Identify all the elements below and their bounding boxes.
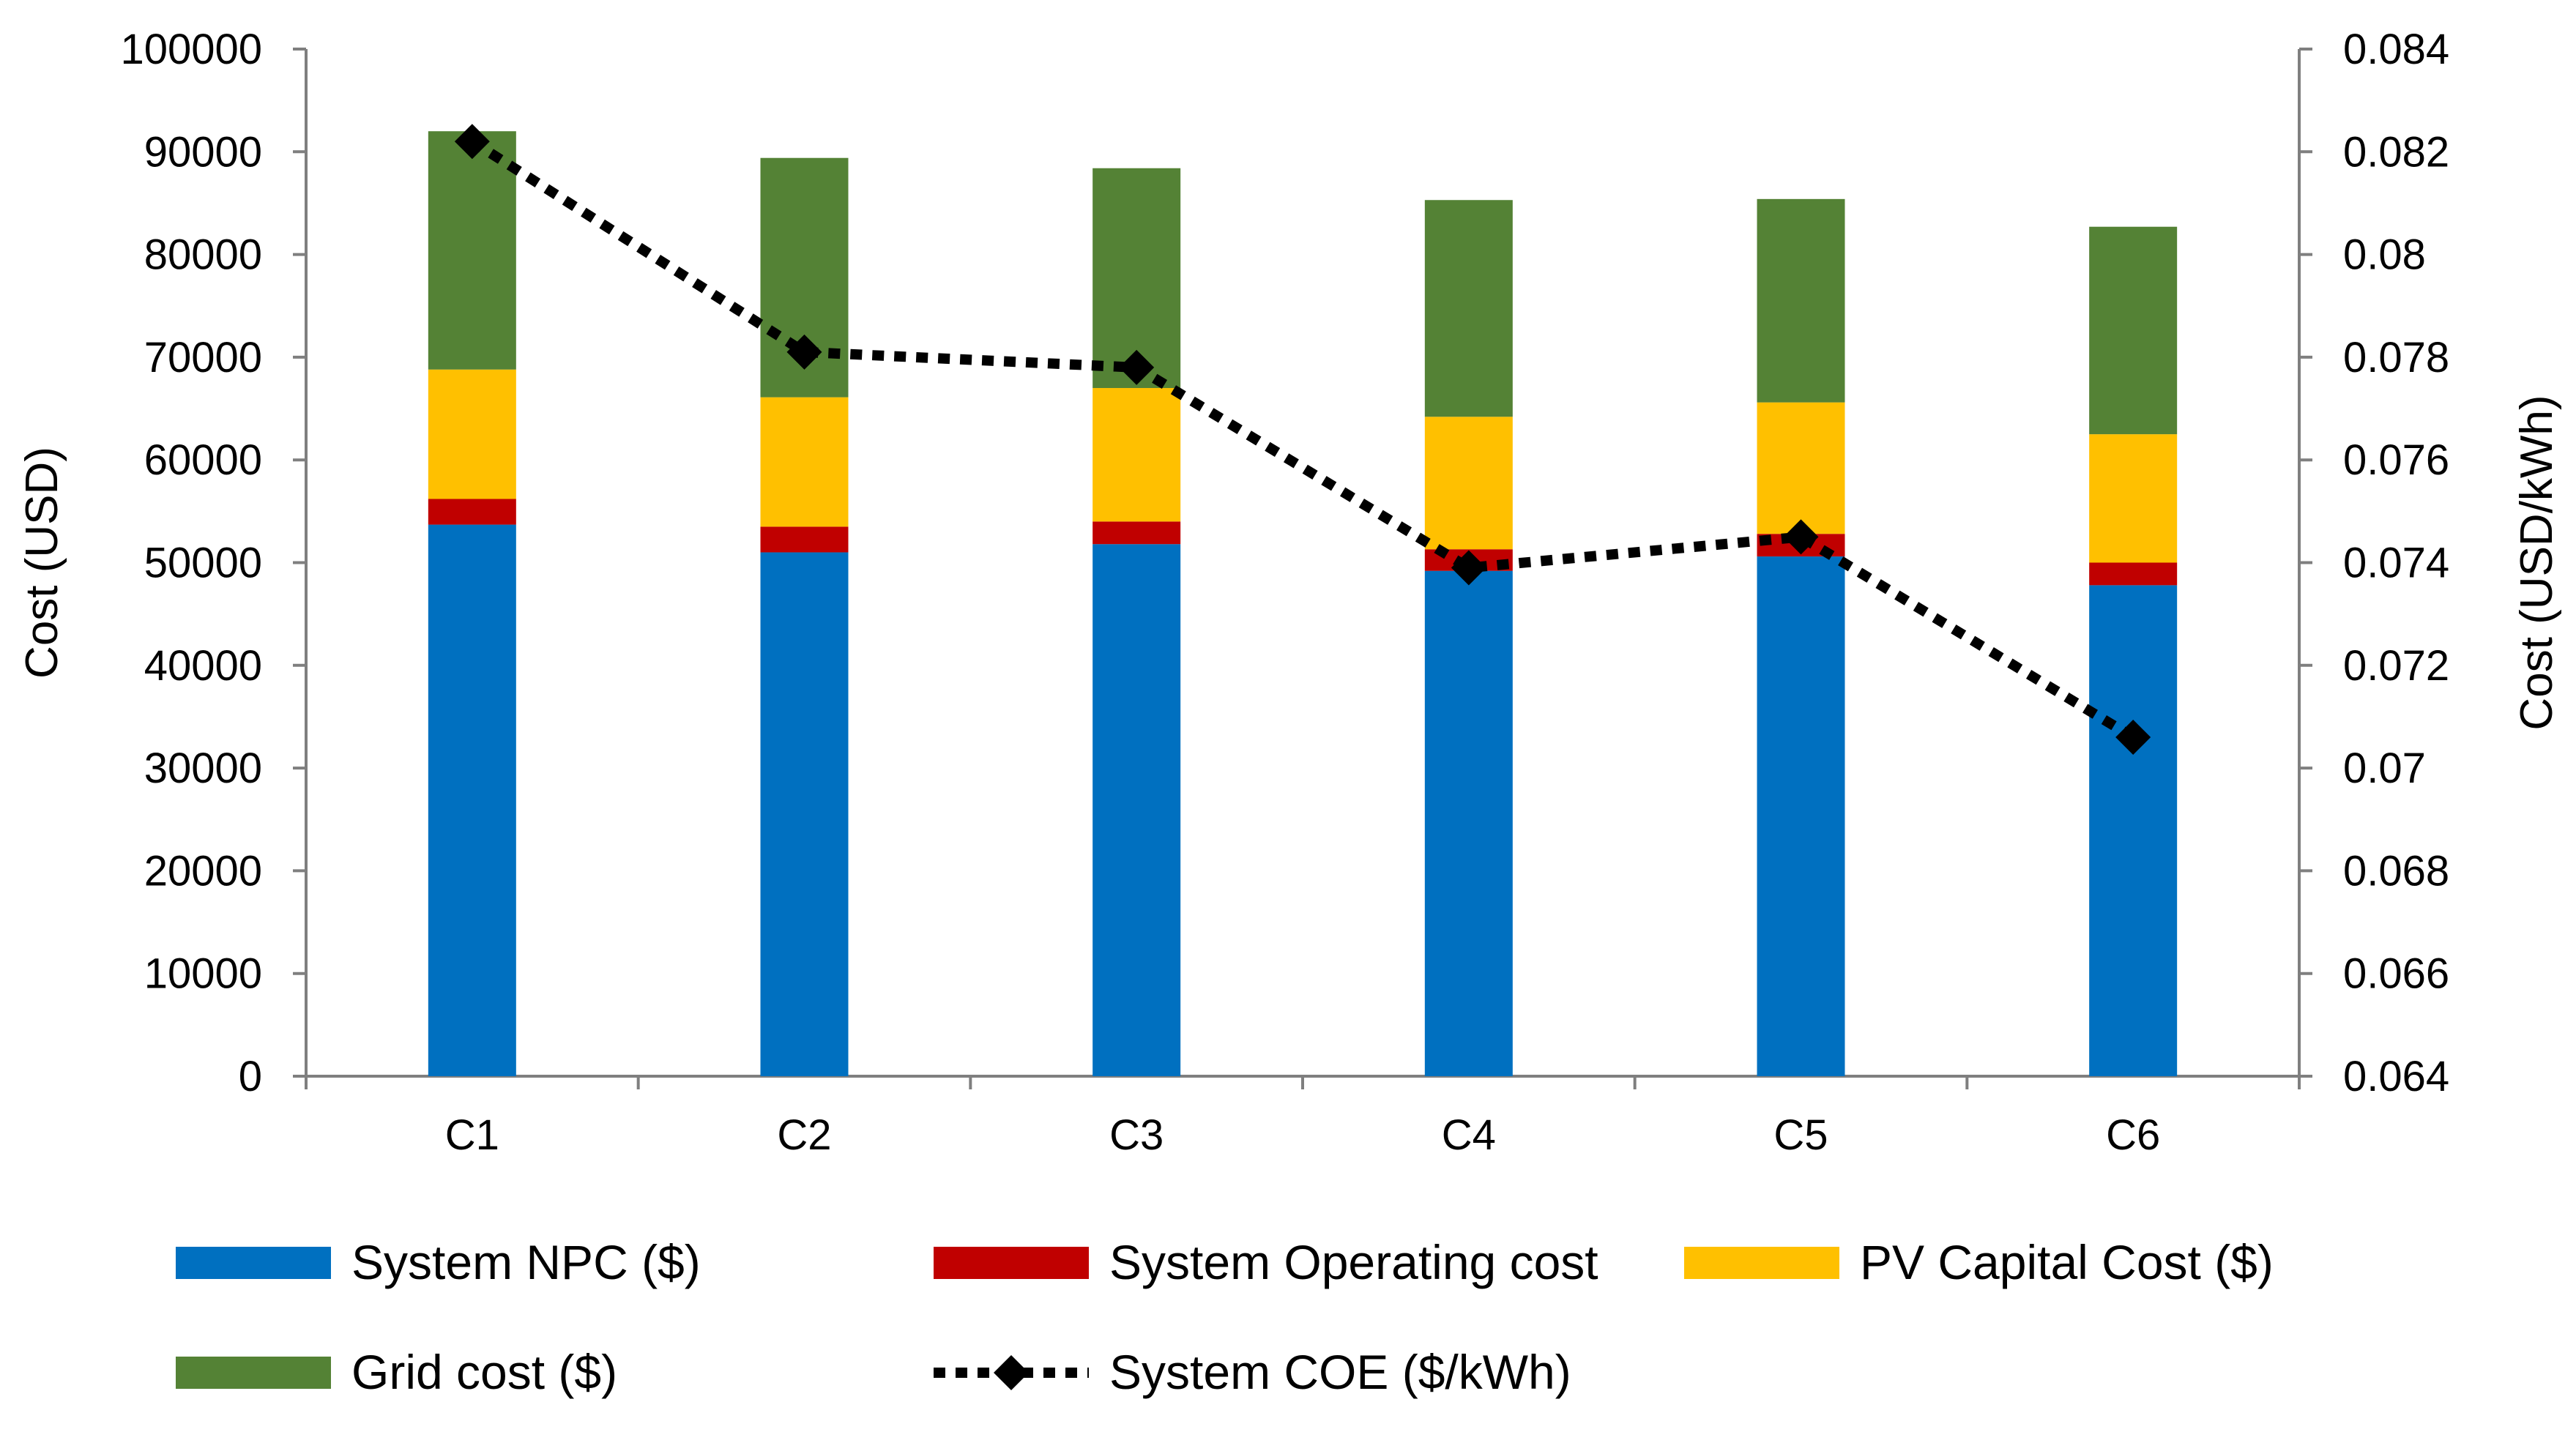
y-left-tick-label: 60000 (144, 436, 262, 484)
legend-label: System NPC ($) (351, 1235, 701, 1289)
y-right-tick-label: 0.082 (2343, 128, 2449, 176)
legend: System NPC ($) System Operating cost PV Ca… (176, 1235, 2274, 1399)
y-right-axis-title: Cost (USD/kWh) (2512, 395, 2562, 730)
y-left-tick-label: 80000 (144, 231, 262, 279)
coe-point (1783, 519, 1819, 555)
coe-line (469, 137, 2136, 742)
bars-layer (428, 131, 2178, 1076)
bar-segment (1757, 198, 1845, 403)
bar-segment (1092, 387, 1181, 522)
y-left-tick-label: 30000 (144, 745, 262, 792)
bar-segment (1092, 521, 1181, 545)
y-left-axis-title: Cost (USD) (17, 447, 67, 679)
y-left-tick-label: 10000 (144, 950, 262, 998)
coe-point (1119, 349, 1155, 385)
x-tick-label: C4 (1442, 1111, 1496, 1159)
y-right-tick-label: 0.07 (2343, 745, 2426, 792)
bar-segment (1092, 544, 1181, 1076)
legend-swatch (176, 1247, 331, 1279)
bar-segment (760, 526, 849, 553)
line-layer (454, 124, 2151, 756)
y-left-tick-label: 100000 (120, 26, 262, 73)
x-tick-label: C3 (1109, 1111, 1164, 1159)
legend-marker (994, 1355, 1029, 1390)
bar-segment (1757, 556, 1845, 1076)
coe-point (1451, 550, 1486, 586)
labels-layer: 0 10000 20000 30000 40000 50000 60000 70000 8000… (17, 26, 2562, 1159)
y-right-tick-label: 0.08 (2343, 231, 2426, 279)
bar-segment (2089, 585, 2178, 1076)
y-right-tick-label: 0.068 (2343, 847, 2449, 895)
legend-label: System Operating cost (1109, 1235, 1598, 1289)
y-right-tick-label: 0.064 (2343, 1053, 2449, 1100)
coe-point (454, 124, 490, 160)
bar-segment (1757, 402, 1845, 534)
y-left-tick-label: 0 (239, 1053, 262, 1100)
legend-swatch (1684, 1247, 1839, 1279)
bar-segment (760, 397, 849, 527)
legend-label: System COE ($/kWh) (1109, 1345, 1571, 1399)
bar-segment (2089, 226, 2178, 435)
axes-layer (293, 48, 2312, 1089)
x-tick-label: C2 (777, 1111, 831, 1159)
bar-segment (2089, 562, 2178, 586)
y-left-tick-label: 20000 (144, 847, 262, 895)
bar-segment (428, 369, 516, 499)
bar-segment (1424, 570, 1513, 1076)
y-left-tick-label: 70000 (144, 334, 262, 381)
x-tick-label: C6 (2106, 1111, 2160, 1159)
y-left-tick-label: 40000 (144, 642, 262, 690)
bar-segment (428, 499, 516, 525)
y-right-tick-label: 0.066 (2343, 950, 2449, 998)
coe-point (786, 334, 822, 370)
bar-segment (1424, 417, 1513, 550)
y-right-tick-label: 0.074 (2343, 540, 2449, 587)
coe-point (2115, 720, 2151, 756)
y-right-tick-label: 0.078 (2343, 334, 2449, 381)
x-tick-label: C5 (1773, 1111, 1828, 1159)
bar-segment (1424, 200, 1513, 417)
legend-swatch (934, 1247, 1089, 1279)
legend-label: Grid cost ($) (351, 1345, 617, 1399)
y-right-tick-label: 0.084 (2343, 26, 2449, 73)
legend-label: PV Capital Cost ($) (1860, 1235, 2274, 1289)
y-right-tick-label: 0.072 (2343, 642, 2449, 690)
bar-segment (428, 524, 516, 1076)
bar-segment (760, 552, 849, 1076)
x-tick-label: C1 (445, 1111, 499, 1159)
bar-segment (2089, 434, 2178, 563)
y-right-tick-label: 0.076 (2343, 436, 2449, 484)
y-left-tick-label: 50000 (144, 540, 262, 587)
y-left-tick-label: 90000 (144, 128, 262, 176)
legend-swatch (176, 1357, 331, 1389)
bar-segment (428, 131, 516, 370)
